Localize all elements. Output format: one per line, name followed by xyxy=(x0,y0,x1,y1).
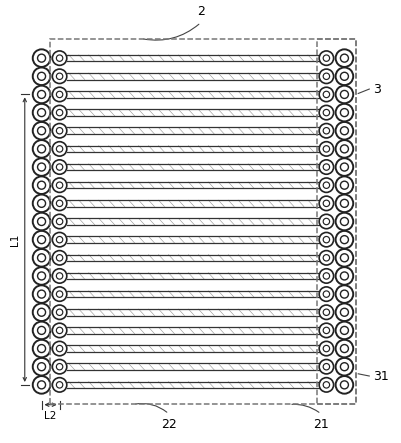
Bar xyxy=(50,39,355,404)
Text: 22: 22 xyxy=(161,418,176,431)
Text: 21: 21 xyxy=(312,418,328,431)
Text: 3: 3 xyxy=(373,82,380,96)
Bar xyxy=(316,39,355,404)
Text: L2: L2 xyxy=(44,411,57,421)
Text: 31: 31 xyxy=(373,369,388,382)
Text: 2: 2 xyxy=(196,5,205,19)
Text: L1: L1 xyxy=(10,233,20,246)
